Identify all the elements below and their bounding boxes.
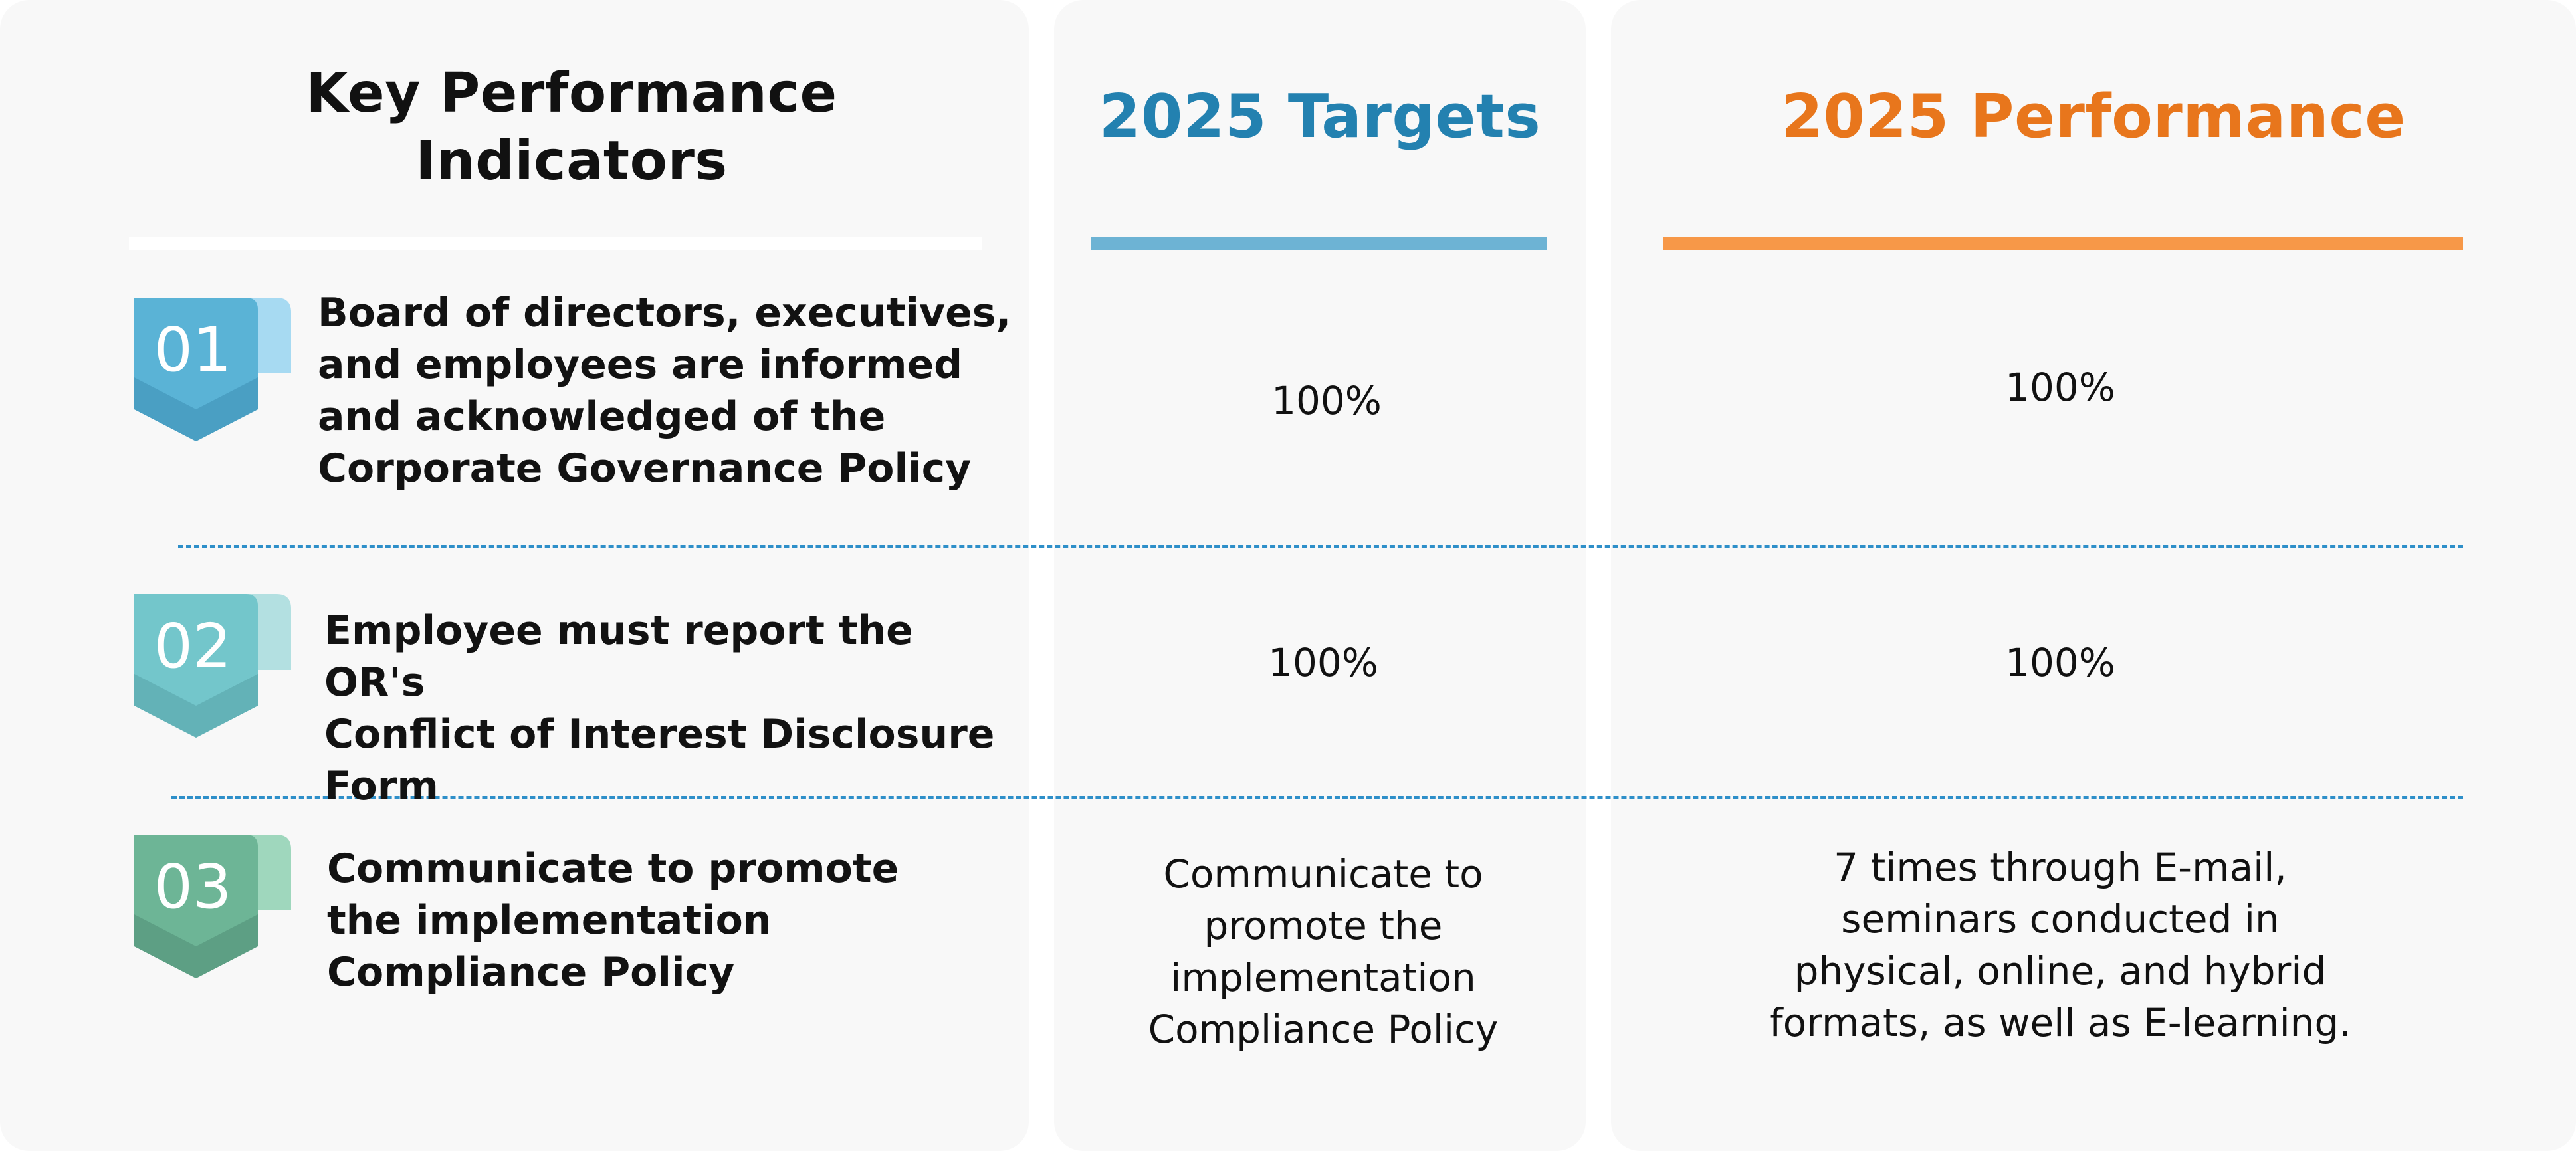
number-badge-icon: 03	[134, 835, 291, 978]
performance-value: 100%	[2005, 365, 2115, 410]
performance-column-panel	[1611, 0, 2576, 1151]
target-value: 100%	[1271, 378, 1382, 423]
targets-column-panel	[1054, 0, 1586, 1151]
numbered-ribbon-icon: 01	[134, 298, 291, 441]
targets-column-title: 2025 Targets	[1099, 82, 1541, 152]
badge-number: 02	[154, 611, 231, 682]
performance-value: 100%	[2005, 640, 2115, 685]
target-value: Communicate to promote the implementatio…	[1148, 851, 1499, 1052]
kpi-description: Employee must report the OR's Conflict o…	[324, 607, 995, 809]
numbered-ribbon-icon: 02	[134, 594, 291, 738]
number-badge-icon: 02	[134, 594, 291, 738]
target-value: 100%	[1268, 640, 1378, 685]
row-divider	[171, 796, 2463, 799]
numbered-ribbon-icon: 03	[134, 835, 291, 978]
kpi-column-title: Key Performance Indicators	[306, 62, 837, 193]
performance-value: 7 times through E-mail, seminars conduct…	[1769, 845, 2351, 1045]
kpi-title-underline	[129, 237, 982, 250]
row-divider	[178, 545, 2463, 548]
number-badge-icon: 01	[134, 298, 291, 441]
targets-title-underline	[1091, 237, 1547, 250]
badge-number: 01	[154, 314, 231, 385]
performance-column-title: 2025 Performance	[1781, 82, 2406, 152]
badge-number: 03	[154, 851, 231, 922]
kpi-description: Board of directors, executives, and empl…	[318, 290, 1012, 492]
kpi-description: Communicate to promote the implementatio…	[327, 845, 899, 995]
performance-title-underline	[1663, 237, 2463, 250]
